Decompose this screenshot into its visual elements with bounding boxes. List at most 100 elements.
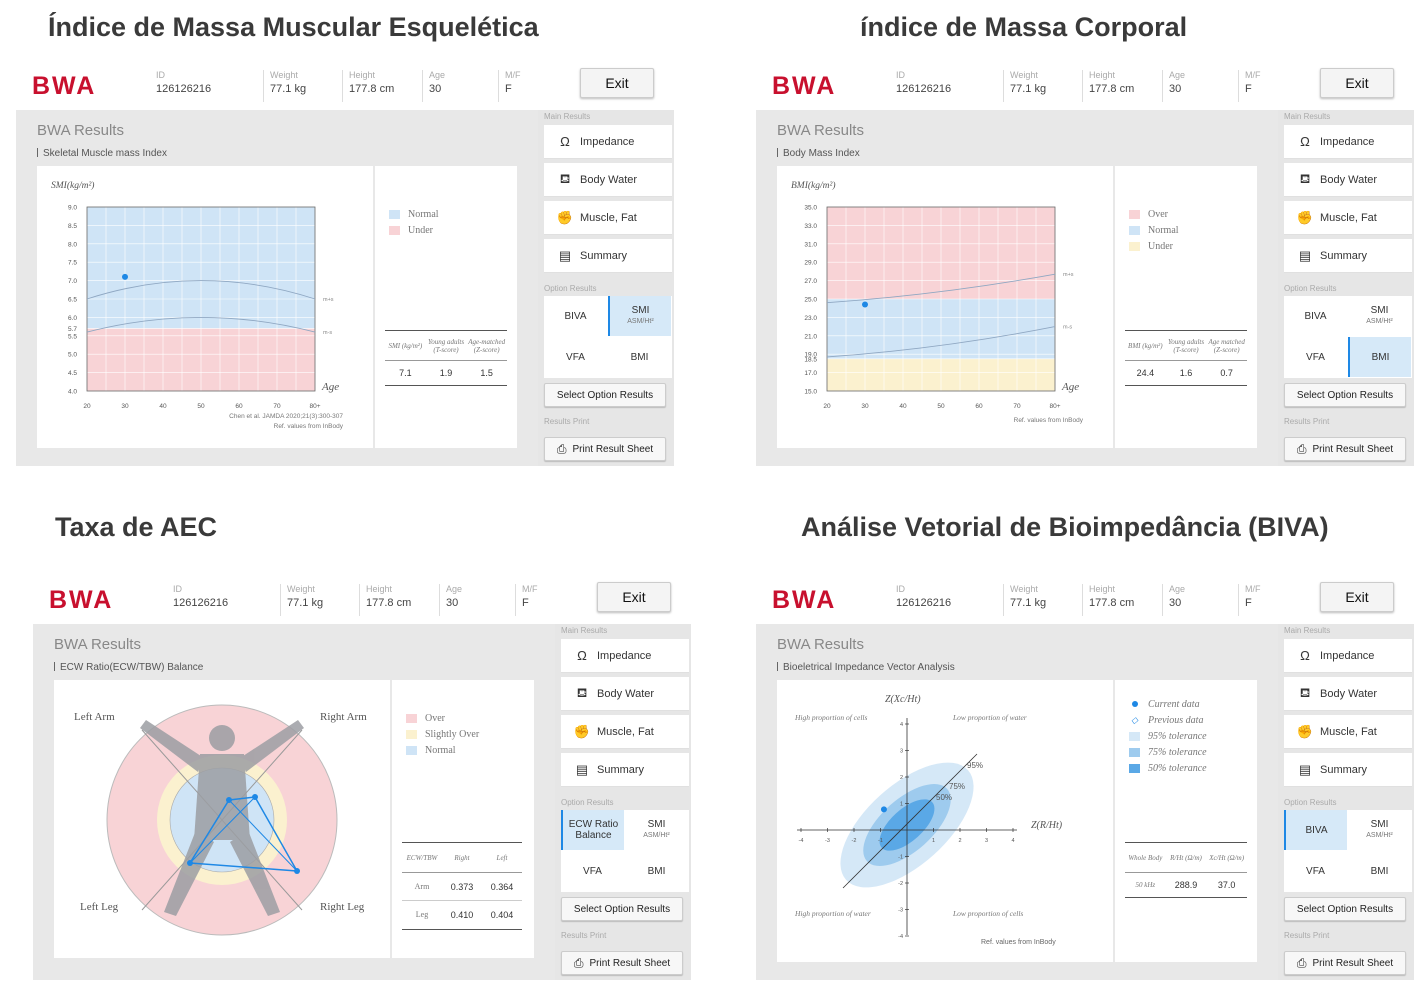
print-result-sheet-button[interactable]: ⎙ Print Result Sheet	[1284, 951, 1406, 975]
height-field: Height 177.8 cm	[342, 70, 394, 102]
biva-table: Whole Body R/Ht (Ω/m) Xc/Ht (Ω/m) 50 kHz 28…	[1125, 842, 1247, 898]
series-line-m-s	[826, 326, 1056, 358]
label-95: 95%	[967, 761, 983, 770]
biva-chart: -4 -3 -2 -1 1 2 3 4 -4 -3 -2 -1 1 2 3 4 Z(Xc/Ht) Z(R/Ht…	[777, 680, 1113, 962]
height-field: Height 177.8 cm	[1082, 70, 1134, 102]
main-results-heading: Main Results	[1284, 112, 1331, 121]
legend-under: Under	[1129, 238, 1179, 254]
muscle-fat-button[interactable]: ✊ Muscle, Fat	[1284, 201, 1412, 235]
smi-option[interactable]: SMI ASM/Ht²	[1366, 305, 1393, 325]
biva-option[interactable]: BIVA	[1284, 810, 1347, 850]
body-water-button[interactable]: ⛾ Body Water	[561, 677, 689, 711]
impedance-button[interactable]: Ω Impedance	[561, 639, 689, 673]
exit-button[interactable]: Exit	[597, 582, 671, 612]
biva-option[interactable]: BIVA	[1304, 310, 1327, 322]
vfa-option[interactable]: VFA	[1306, 865, 1325, 877]
summary-button[interactable]: ▤ Summary	[1284, 239, 1412, 273]
x-tick-label: 20	[83, 403, 91, 410]
series-label: m+s	[1063, 272, 1074, 278]
id-field: ID 126126216	[173, 584, 229, 609]
exit-button[interactable]: Exit	[1320, 582, 1394, 612]
select-option-results-button[interactable]: Select Option Results	[1284, 897, 1406, 921]
height-field: Height 177.8 cm	[1082, 584, 1134, 616]
bmi-option[interactable]: BMI	[647, 865, 666, 877]
z-score: 0.7	[1220, 368, 1233, 378]
select-option-results-button[interactable]: Select Option Results	[561, 897, 683, 921]
x-tick-label: 30	[121, 403, 129, 410]
y-tick-label: 2	[900, 775, 903, 781]
label-left-arm: Left Arm	[74, 711, 115, 723]
results-print-heading: Results Print	[544, 417, 590, 426]
body-water-button[interactable]: ⛾ Body Water	[1284, 163, 1412, 197]
y-tick-label: 9.0	[68, 205, 77, 212]
left-leg-point	[187, 860, 193, 866]
impedance-button[interactable]: Ω Impedance	[544, 125, 672, 159]
muscle-fat-button[interactable]: ✊ Muscle, Fat	[1284, 715, 1412, 749]
document-icon: ▤	[575, 761, 589, 777]
y-tick-label: 6.5	[68, 297, 77, 304]
bmi-option[interactable]: BMI	[1370, 865, 1389, 877]
summary-button[interactable]: ▤ Summary	[561, 753, 689, 787]
series-line-m+s	[86, 280, 316, 300]
vfa-option[interactable]: VFA	[583, 865, 602, 877]
exit-button[interactable]: Exit	[580, 68, 654, 98]
muscle-fat-button[interactable]: ✊ Muscle, Fat	[561, 715, 689, 749]
summary-button[interactable]: ▤ Summary	[544, 239, 672, 273]
body-water-button[interactable]: ⛾ Body Water	[1284, 677, 1412, 711]
impedance-button[interactable]: Ω Impedance	[1284, 639, 1412, 673]
select-option-results-button[interactable]: Select Option Results	[1284, 383, 1406, 407]
print-result-sheet-button[interactable]: ⎙ Print Result Sheet	[561, 951, 683, 975]
muscle-fat-button[interactable]: ✊ Muscle, Fat	[544, 201, 672, 235]
reference-note: Ref. values from InBody	[274, 423, 344, 430]
quadrant-title-ecw: Taxa de AEC	[55, 512, 218, 542]
quadrant-label-br: Low proportion of cells	[952, 909, 1023, 918]
vfa-option[interactable]: VFA	[566, 351, 585, 363]
label-left-leg: Left Leg	[80, 901, 119, 913]
quadrant-label-bl: High proportion of water	[794, 909, 871, 918]
x-tick-label: 60	[975, 403, 983, 410]
current-point	[862, 301, 868, 308]
y-tick-label: 17.0	[804, 370, 817, 377]
select-option-results-button[interactable]: Select Option Results	[544, 383, 666, 407]
y-tick-label: 18.5	[804, 356, 817, 363]
x-tick-label: 70	[273, 403, 281, 410]
muscle-icon: ✊	[1296, 209, 1314, 225]
panel-subtitle: Skeletal Muscle mass Index	[37, 148, 167, 159]
results-panel: BWA Results ECW Ratio(ECW/TBW) Balance L…	[33, 624, 555, 980]
bmi-option[interactable]: BMI	[630, 351, 649, 363]
biva-option[interactable]: BIVA	[564, 310, 587, 322]
ecw-ratio-option[interactable]: ECW Ratio Balance	[561, 810, 624, 850]
age-field: Age 30	[422, 70, 445, 102]
label-50: 50%	[936, 793, 952, 802]
impedance-button[interactable]: Ω Impedance	[1284, 125, 1412, 159]
smi-option[interactable]: SMI ASM/Ht²	[608, 296, 671, 336]
x-tick-label: 80+	[1049, 403, 1060, 410]
series-line-m-s	[86, 316, 316, 333]
vfa-option[interactable]: VFA	[1306, 351, 1325, 363]
results-panel: BWA Results Skeletal Muscle mass Index 4…	[16, 110, 538, 466]
smi-option[interactable]: SMI ASM/Ht²	[643, 819, 670, 839]
bmi-option[interactable]: BMI	[1348, 337, 1411, 377]
quadrant-label-tr: Low proportion of water	[952, 713, 1027, 722]
summary-button[interactable]: ▤ Summary	[1284, 753, 1412, 787]
y-tick-label: 31.0	[804, 241, 817, 248]
print-result-sheet-button[interactable]: ⎙ Print Result Sheet	[544, 437, 666, 461]
id-field: ID 126126216	[156, 70, 212, 95]
series-line-m+s	[826, 273, 1056, 304]
x-tick-label: 40	[899, 403, 907, 410]
label-right-arm: Right Arm	[320, 711, 367, 723]
id-field: ID 126126216	[896, 584, 952, 609]
x-axis-title: Age	[321, 381, 339, 393]
ecw-body-diagram: Left Arm Right Arm Left Leg Right Leg	[54, 680, 390, 958]
smi-option[interactable]: SMI ASM/Ht²	[1366, 819, 1393, 839]
print-result-sheet-button[interactable]: ⎙ Print Result Sheet	[1284, 437, 1406, 461]
main-results-heading: Main Results	[544, 112, 591, 121]
exit-button[interactable]: Exit	[1320, 68, 1394, 98]
option-results-heading: Option Results	[544, 284, 597, 293]
x-tick-label: -1	[878, 838, 883, 844]
y-axis-title: SMI(kg/m²)	[51, 180, 94, 191]
legend-panel: Over Normal Under BMI (kg/m²) Young adult…	[1113, 166, 1257, 448]
body-water-button[interactable]: ⛾ Body Water	[544, 163, 672, 197]
panel-title: BWA Results	[54, 636, 141, 653]
water-cup-icon: ⛾	[576, 684, 588, 700]
